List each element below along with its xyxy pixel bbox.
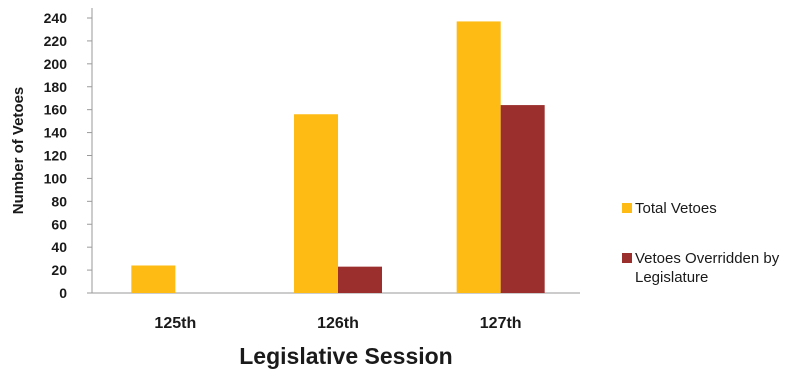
bar-vetoes-overridden-127th [500,105,545,293]
y-tick-label: 60 [51,216,67,232]
y-tick-label: 140 [44,125,68,141]
legend-label: Total Vetoes [635,200,717,217]
y-tick-label: 80 [51,193,67,209]
y-axis-label: Number of Vetoes [10,87,27,215]
bar-total-vetoes-126th [294,114,338,293]
y-tick-label: 160 [44,102,68,118]
bar-total-vetoes-125th [131,265,176,293]
y-tick-label: 100 [44,170,68,186]
legend-label-line: Legislature [635,269,708,286]
y-tick-label: 240 [44,10,68,26]
legend-label: Vetoes Overridden by Legislature [635,250,780,286]
y-tick-label: 120 [44,148,68,164]
y-tick-label: 220 [44,33,68,49]
bar-vetoes-overridden-126th [338,266,382,293]
x-tick-label: 125th [154,315,196,332]
y-tick-labels: 0 20 40 60 80 100 120 140 160 180 200 220 240 [44,10,92,301]
y-tick-label: 20 [51,262,67,278]
legend: Total Vetoes Vetoes Overridden by Legislat… [622,200,780,286]
y-tick-label: 180 [44,79,68,95]
y-tick-label: 40 [51,239,67,255]
x-category-labels: 125th 126th 127th [154,315,521,332]
legend-label-line: Vetoes Overridden by [635,250,780,267]
legend-swatch [622,253,632,263]
x-tick-label: 127th [480,315,522,332]
x-axis-label: Legislative Session [239,343,452,369]
y-tick-label: 200 [44,56,68,72]
legend-swatch [622,203,632,213]
bar-total-vetoes-127th [456,21,501,293]
legend-label-line: Total Vetoes [635,200,717,217]
bars [131,21,545,293]
x-tick-label: 126th [317,315,359,332]
y-tick-label: 0 [59,285,67,301]
